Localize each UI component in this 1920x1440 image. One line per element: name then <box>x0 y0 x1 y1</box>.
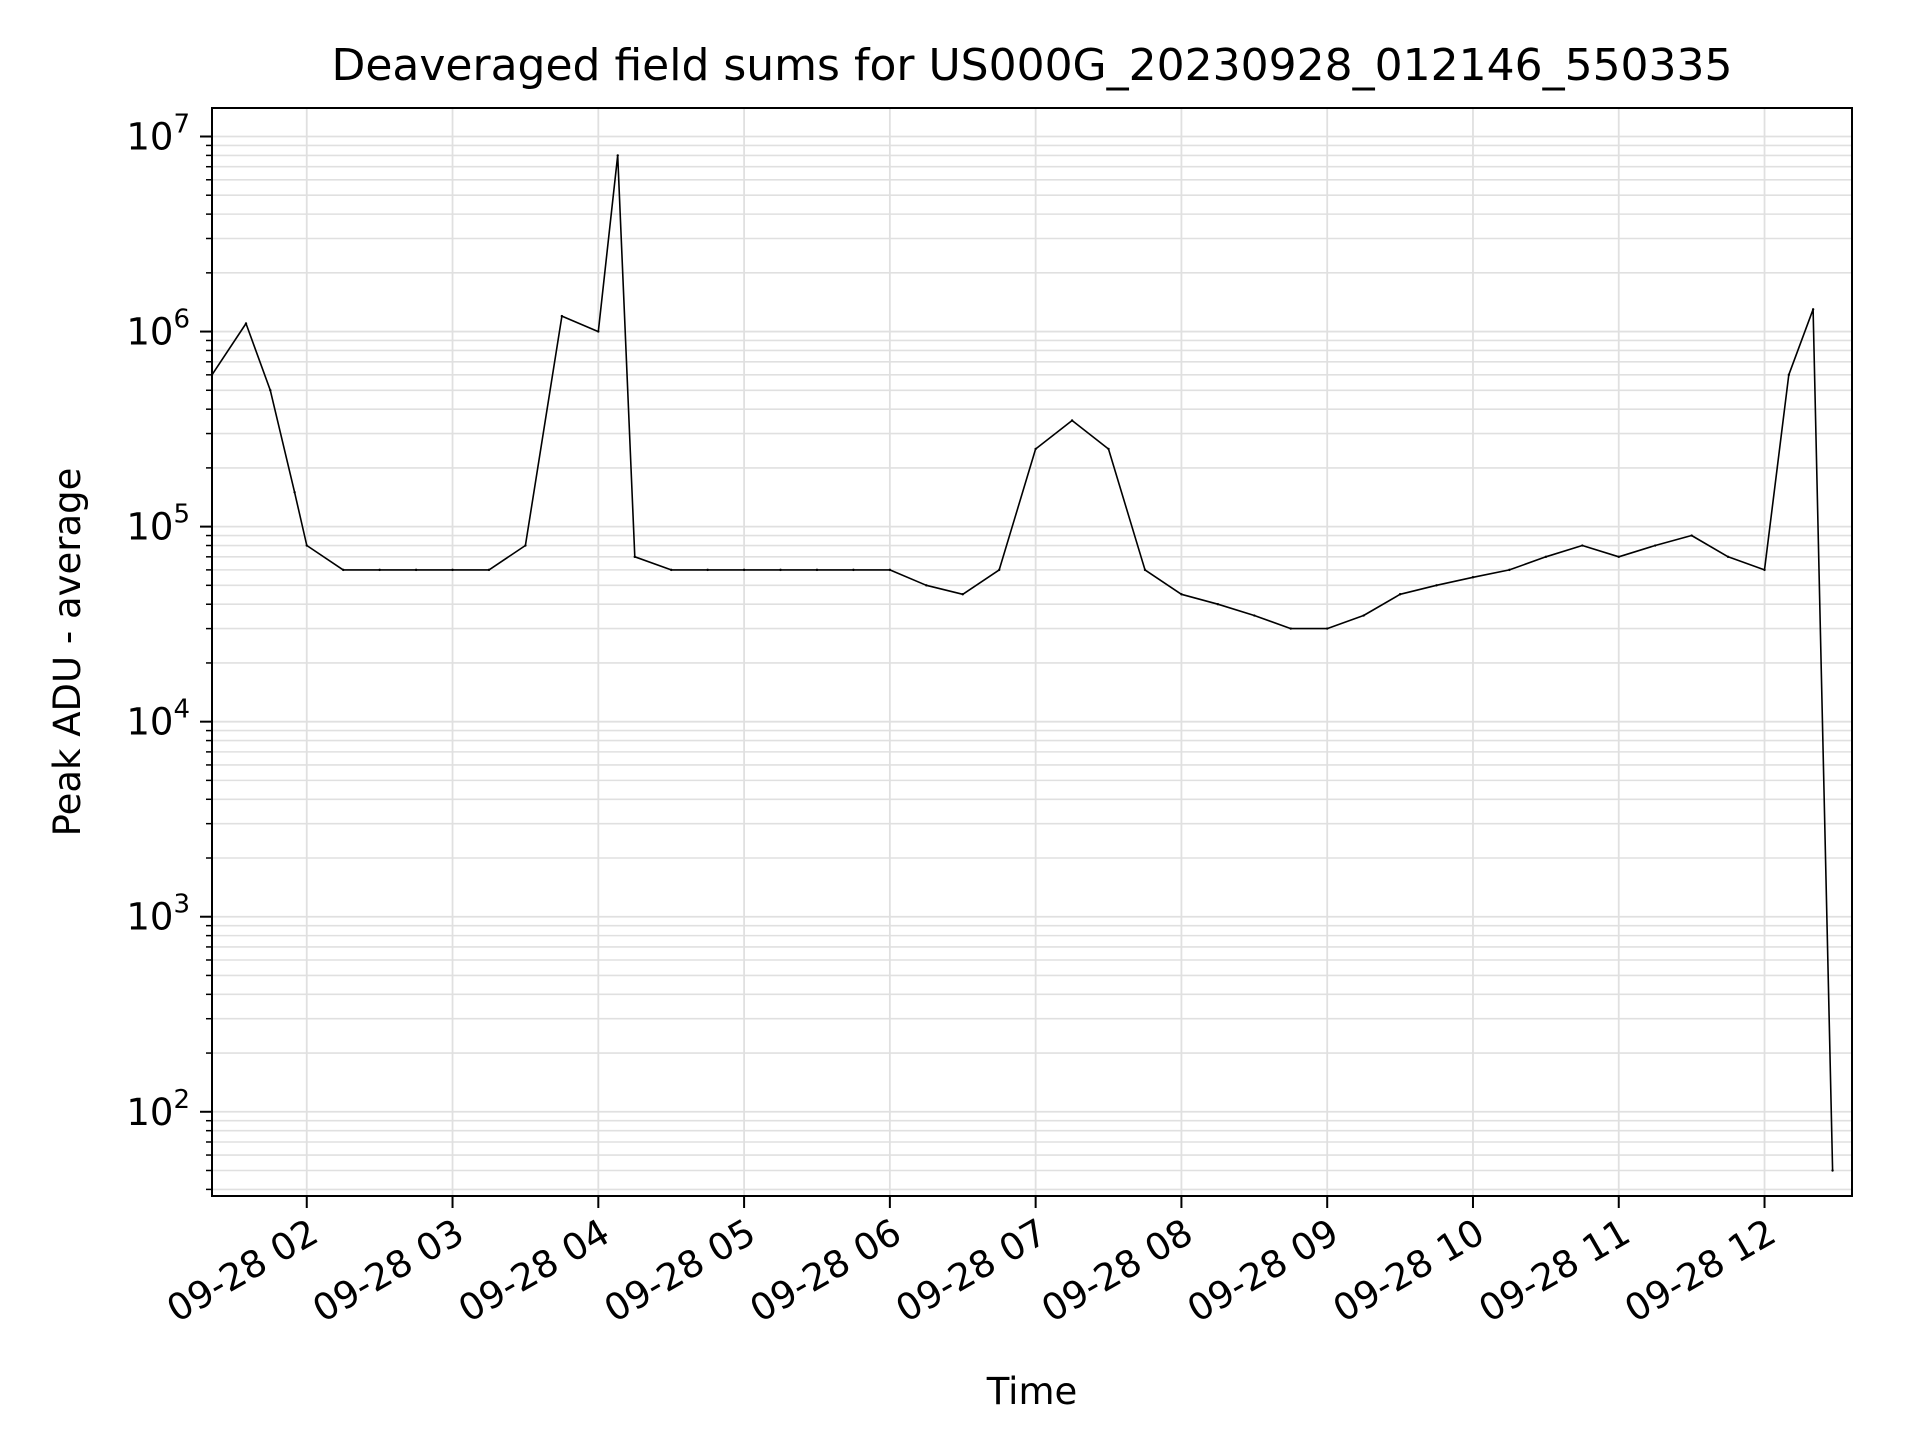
data-point <box>1690 534 1693 537</box>
data-point <box>1143 568 1147 572</box>
x-tick-label: 09-28 11 <box>1472 1211 1638 1331</box>
x-tick-label: 09-28 07 <box>889 1211 1055 1331</box>
data-point <box>1362 614 1365 617</box>
data-point <box>779 568 782 572</box>
data-point <box>560 314 564 318</box>
data-point <box>1831 1169 1834 1172</box>
data-point <box>961 593 964 596</box>
data-point <box>1253 614 1256 617</box>
data-point <box>305 544 308 547</box>
data-point <box>269 389 272 392</box>
data-point <box>244 322 248 325</box>
data-point <box>1544 555 1548 559</box>
data-point <box>1811 308 1815 311</box>
y-tick-label: 106 <box>126 305 190 354</box>
minor-grid <box>212 144 1852 1191</box>
data-point <box>414 568 418 572</box>
data-point <box>852 568 855 572</box>
x-tick-label: 09-28 03 <box>305 1211 471 1331</box>
data-point <box>1726 555 1730 559</box>
data-point <box>1034 447 1037 451</box>
x-tick-label: 09-28 09 <box>1180 1211 1346 1331</box>
y-tick-labels: 102 103 104 105 106 107 <box>126 110 190 1134</box>
axis-ticks <box>200 135 1766 1208</box>
data-point <box>1107 447 1110 451</box>
data-point <box>342 568 345 572</box>
data-point <box>487 568 491 572</box>
data-point <box>616 154 619 157</box>
series-group <box>210 154 1834 1172</box>
data-point <box>1471 576 1475 579</box>
data-point <box>998 568 1001 572</box>
data-point <box>378 568 381 572</box>
data-point <box>742 568 746 572</box>
data-point <box>1070 419 1074 422</box>
x-tick-label: 09-28 05 <box>597 1211 763 1331</box>
data-point <box>1289 627 1292 630</box>
y-tick-label: 103 <box>126 890 190 939</box>
data-point <box>1654 544 1657 547</box>
x-tick-label: 09-28 04 <box>451 1211 617 1331</box>
data-point <box>451 568 454 572</box>
data-point <box>815 568 819 572</box>
data-point <box>524 544 527 547</box>
x-tick-label: 09-28 08 <box>1034 1211 1200 1331</box>
data-point <box>633 555 636 559</box>
data-point <box>925 584 928 587</box>
data-point <box>1787 373 1791 377</box>
data-point <box>293 491 296 494</box>
x-axis-label: Time <box>986 1370 1078 1413</box>
y-tick-label: 102 <box>126 1085 190 1134</box>
plot-frame <box>211 107 1853 1197</box>
data-point <box>597 330 600 333</box>
data-point <box>1617 555 1620 559</box>
data-point <box>1508 568 1511 572</box>
x-tick-label: 09-28 12 <box>1617 1211 1783 1331</box>
data-point <box>1435 584 1438 587</box>
x-tick-label: 09-28 06 <box>743 1211 909 1331</box>
major-grid <box>212 108 1852 1196</box>
data-point <box>1763 568 1766 572</box>
data-point <box>888 568 892 572</box>
data-point <box>1216 603 1220 606</box>
x-tick-label: 09-28 10 <box>1326 1211 1492 1331</box>
plot-background <box>212 108 1852 1196</box>
data-point <box>1180 593 1183 596</box>
x-tick-label: 09-28 02 <box>160 1211 326 1331</box>
chart-title: Deaveraged field sums for US000G_2023092… <box>331 40 1732 91</box>
y-tick-label: 104 <box>126 695 190 744</box>
y-axis-label: Peak ADU - average <box>46 468 89 837</box>
data-point <box>1398 593 1402 596</box>
y-tick-label: 107 <box>126 110 190 159</box>
data-point <box>1581 544 1584 547</box>
data-point <box>1326 627 1329 630</box>
data-point <box>706 568 709 572</box>
data-point <box>670 568 673 572</box>
y-tick-label: 105 <box>126 500 190 549</box>
